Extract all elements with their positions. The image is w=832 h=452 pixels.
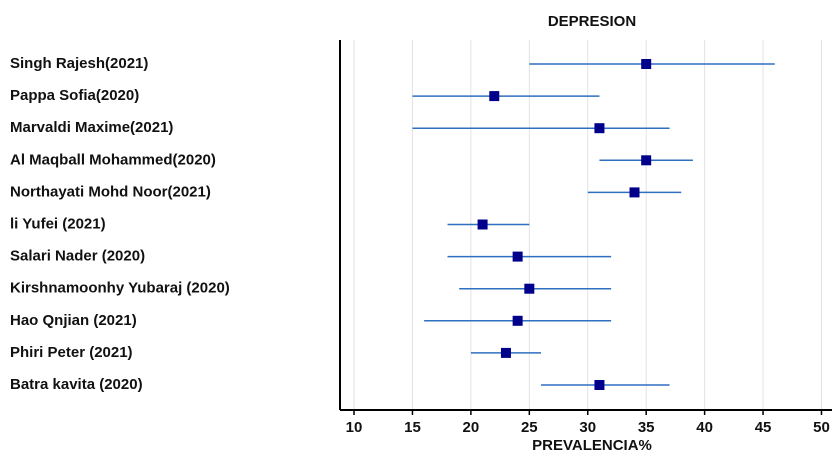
x-tick-label: 15: [404, 419, 421, 436]
point-estimate: [500, 347, 511, 358]
y-tick-label: Salari Nader (2020): [10, 248, 145, 265]
y-tick-label: Al Maqball Mohammed(2020): [10, 151, 216, 168]
x-tick-label: 25: [521, 419, 538, 436]
point-estimate: [594, 123, 605, 134]
x-tick-label: 30: [579, 419, 596, 436]
y-tick-label: li Yufei (2021): [10, 215, 106, 232]
y-tick-label: Singh Rajesh(2021): [10, 55, 148, 72]
x-tick-label: 20: [463, 419, 480, 436]
x-tick-label: 10: [346, 419, 363, 436]
point-estimate: [629, 187, 640, 198]
y-tick-label: Kirshnamoonhy Yubaraj (2020): [10, 280, 230, 297]
y-tick-label: Batra kavita (2020): [10, 376, 143, 393]
y-tick-label: Marvaldi Maxime(2021): [10, 119, 173, 136]
point-estimate: [594, 380, 605, 390]
x-tick-label: 50: [813, 419, 830, 436]
y-tick-label: Pappa Sofia(2020): [10, 87, 139, 104]
point-estimate: [641, 59, 652, 69]
x-tick-label: 40: [696, 419, 713, 436]
x-tick-label: 35: [638, 419, 655, 436]
x-axis-label: PREVALENCIA%: [532, 437, 652, 452]
x-tick-label: 45: [755, 419, 772, 436]
y-tick-label: Phiri Peter (2021): [10, 344, 133, 361]
y-tick-label: Hao Qnjian (2021): [10, 312, 137, 329]
point-estimate: [477, 219, 488, 230]
point-estimate: [524, 283, 535, 294]
chart-title: DEPRESION: [548, 13, 636, 30]
point-estimate: [641, 155, 652, 166]
point-estimate: [512, 315, 523, 326]
point-estimate: [512, 251, 523, 262]
point-estimate: [489, 91, 500, 102]
y-tick-label: Northayati Mohd Noor(2021): [10, 183, 211, 200]
